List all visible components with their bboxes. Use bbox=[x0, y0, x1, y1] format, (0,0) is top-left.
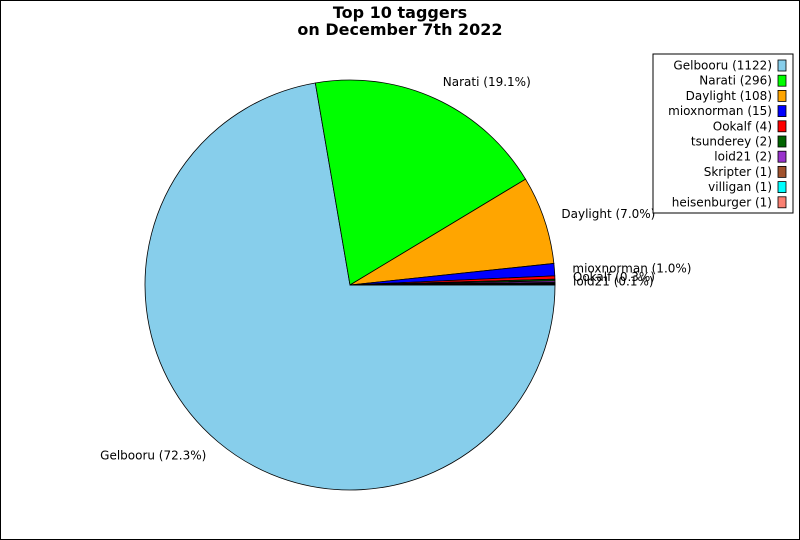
legend-label-gelbooru: Gelbooru (1122) bbox=[673, 59, 772, 73]
legend-swatch-skripter bbox=[777, 165, 787, 178]
legend-label-heisenburger: heisenburger (1) bbox=[672, 195, 772, 209]
legend-swatch-ookalf bbox=[777, 120, 787, 133]
legend-label-tsunderey: tsunderey (2) bbox=[691, 135, 772, 149]
pie-slice-gelbooru bbox=[144, 82, 556, 491]
legend-box bbox=[652, 53, 794, 214]
legend-label-villigan: villigan (1) bbox=[708, 180, 772, 194]
slice-label-gelbooru: Gelbooru (72.3%) bbox=[100, 449, 206, 463]
legend-swatch-villigan bbox=[777, 181, 787, 194]
legend-swatch-daylight bbox=[777, 90, 787, 102]
slice-label-mioxnorman: mioxnorman (1.0%) bbox=[572, 261, 691, 275]
legend: Gelbooru (1122)Narati (296)Daylight (108… bbox=[652, 53, 794, 214]
slice-label-loid21: loid21 (0.1%) bbox=[573, 274, 654, 288]
legend-label-narati: Narati (296) bbox=[699, 74, 772, 88]
pie-slice-narati bbox=[314, 79, 527, 286]
legend-label-daylight: Daylight (108) bbox=[686, 89, 772, 103]
legend-label-mioxnorman: mioxnorman (15) bbox=[668, 104, 772, 118]
legend-label-loid21: loid21 (2) bbox=[714, 150, 772, 164]
legend-swatch-gelbooru bbox=[777, 59, 787, 72]
chart-title-line-1: Top 10 taggers bbox=[333, 3, 467, 22]
legend-swatch-mioxnorman bbox=[777, 105, 787, 117]
chart-title-line-2: on December 7th 2022 bbox=[297, 20, 502, 39]
pie-slices bbox=[144, 79, 556, 491]
slice-label-ookalf: Ookalf (0.3%) bbox=[573, 270, 655, 284]
slice-label-narati: Narati (19.1%) bbox=[443, 75, 531, 89]
slice-label-daylight: Daylight (7.0%) bbox=[561, 207, 655, 221]
legend-swatch-loid21 bbox=[777, 150, 787, 163]
legend-swatch-tsunderey bbox=[777, 135, 787, 148]
legend-swatch-heisenburger bbox=[777, 196, 787, 209]
legend-swatch-narati bbox=[777, 74, 787, 87]
pie-slice-heisenburger bbox=[349, 283, 556, 286]
slice-labels: Gelbooru (72.3%) Narati (19.1%) Daylight (… bbox=[100, 75, 691, 462]
legend-label-ookalf: Ookalf (4) bbox=[713, 119, 772, 133]
legend-label-skripter: Skripter (1) bbox=[704, 165, 772, 179]
